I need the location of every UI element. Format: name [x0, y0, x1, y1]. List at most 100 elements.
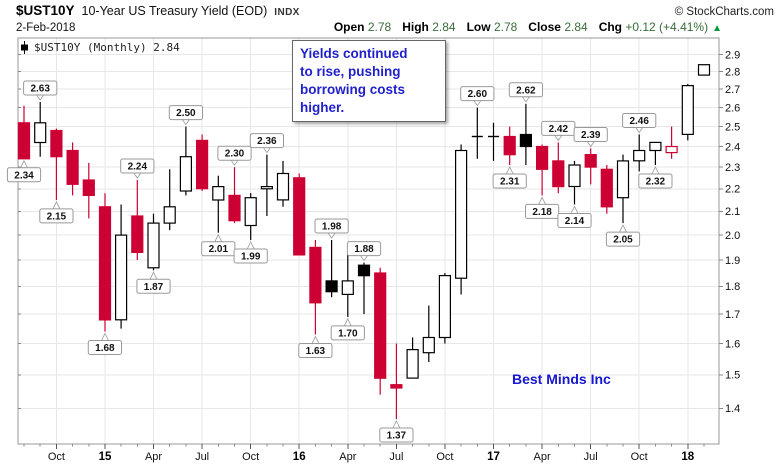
callout-2.36: 2.36: [249, 133, 285, 154]
symbol: $UST10Y: [16, 3, 75, 18]
candle-Nov-2015: [260, 154, 273, 216]
svg-text:2.50: 2.50: [176, 108, 196, 119]
svg-text:2.63: 2.63: [30, 84, 50, 95]
y-tick-label: 2.6: [725, 102, 740, 114]
callout-2.31: 2.31: [492, 166, 527, 189]
watermark: Best Minds Inc: [512, 371, 611, 387]
candle-Dec-2014: [82, 162, 95, 219]
callout-2.60: 2.60: [460, 86, 495, 107]
callout-2.18: 2.18: [525, 196, 560, 219]
candle-Feb-2017: [503, 126, 516, 165]
svg-text:2.14: 2.14: [565, 216, 585, 227]
callout-2.32: 2.32: [638, 166, 673, 189]
y-axis: 2.9 2.8 2.7 2.6 2.5 2.4 2.3 2.2 2.1 2.0 1.9 1.8 1.7 1…: [18, 49, 740, 415]
annotation-line: Yields continued: [300, 46, 408, 61]
candle-Aug-2015: [212, 175, 225, 233]
close-label: Close: [528, 20, 561, 34]
candle-Feb-2015: [114, 204, 128, 329]
candle-Oct-2015: [244, 193, 257, 240]
y-tick-label: 1.4: [725, 403, 740, 415]
plot-frame: [17, 37, 720, 445]
candle-Oct-2017: [633, 134, 646, 172]
callout-2.05: 2.05: [605, 224, 641, 247]
svg-text:2.34: 2.34: [14, 170, 34, 181]
candle-Nov-2014: [66, 142, 79, 196]
candle-Jan-2016: [293, 173, 306, 256]
candle-May-2015: [163, 169, 176, 231]
candles: [17, 64, 711, 419]
candle-Jul-2017: [584, 148, 597, 185]
candle-Apr-2016: [341, 249, 354, 317]
y-tick-label: 2.2: [725, 184, 740, 196]
svg-text:2.05: 2.05: [613, 235, 633, 246]
candle-Sep-2016: [422, 305, 435, 363]
svg-text:2.42: 2.42: [549, 124, 569, 135]
date-label: 2-Feb-2018: [16, 22, 76, 34]
candle-Sep-2015: [228, 167, 241, 224]
callout-2.50: 2.50: [168, 105, 204, 126]
callout-1.98: 1.98: [314, 218, 349, 239]
candle-Feb-2018: [697, 64, 711, 76]
callout-2.63: 2.63: [23, 80, 58, 101]
x-tick-label: 16: [293, 451, 306, 463]
x-axis: Oct 15 Apr Jul Oct 16 Apr Jul Oct 17 Apr Jul Oct 18: [23, 444, 705, 463]
x-tick-label: Jul: [389, 451, 403, 463]
svg-text:2.15: 2.15: [47, 211, 67, 222]
low-label: Low: [466, 20, 491, 34]
exchange-label: INDX: [274, 7, 300, 18]
x-tick-label: Jul: [195, 451, 209, 463]
callout-2.42: 2.42: [541, 120, 576, 142]
svg-text:2.24: 2.24: [128, 162, 148, 173]
candle-Sep-2014: [34, 102, 47, 157]
x-tick-label: 17: [487, 451, 500, 463]
y-tick-label: 1.6: [725, 338, 740, 350]
svg-text:1.99: 1.99: [241, 252, 261, 263]
candle-Jan-2015: [98, 193, 112, 332]
annotation-line: higher.: [300, 100, 345, 115]
candle-Dec-2016: [471, 107, 483, 159]
callout-1.70: 1.70: [330, 318, 365, 341]
x-tick-label: Oct: [48, 451, 65, 463]
candle-Sep-2017: [616, 154, 630, 224]
callout-2.62: 2.62: [508, 82, 543, 103]
svg-text:2.36: 2.36: [257, 136, 277, 147]
y-tick-label: 1.5: [725, 370, 740, 382]
annotation-callout: Yields continued to rise, pushing borrow…: [292, 40, 446, 122]
candle-Feb-2016: [309, 240, 322, 335]
x-tick-label: 18: [681, 451, 694, 463]
callout-1.87: 1.87: [136, 271, 171, 294]
svg-text:2.30: 2.30: [225, 149, 245, 160]
x-tick-label: Apr: [339, 451, 356, 463]
x-tick-label: 15: [99, 451, 112, 463]
y-tick-label: 2.9: [725, 49, 740, 61]
candle-Dec-2015: [276, 160, 290, 207]
svg-text:1.70: 1.70: [338, 328, 358, 339]
callout-2.24: 2.24: [120, 158, 155, 179]
y-tick-label: 2.8: [725, 66, 740, 78]
x-tick-label: Oct: [631, 451, 648, 463]
svg-text:2.01: 2.01: [209, 244, 229, 255]
candlestick-icon: [21, 41, 28, 54]
x-tick-label: Apr: [145, 451, 162, 463]
y-tick-label: 2.7: [725, 84, 740, 96]
callout-1.99: 1.99: [233, 241, 268, 264]
candle-Jun-2015: [179, 126, 192, 196]
y-tick-label: 1.7: [725, 309, 740, 321]
svg-text:2.62: 2.62: [516, 85, 536, 96]
y-tick-label: 2.1: [725, 206, 740, 218]
svg-text:1.98: 1.98: [322, 222, 342, 233]
callout-2.39: 2.39: [573, 127, 608, 148]
candle-Jul-2016: [390, 343, 403, 419]
callout-1.68: 1.68: [87, 332, 123, 355]
legend-text: $UST10Y (Monthly) 2.84: [34, 41, 180, 54]
callout-2.14: 2.14: [557, 205, 592, 228]
svg-text:1.68: 1.68: [95, 343, 115, 354]
high-label: High: [402, 20, 429, 34]
candle-Mar-2016: [325, 240, 338, 298]
y-tick-label: 2.4: [725, 141, 740, 153]
candle-Nov-2017: [649, 141, 662, 165]
open-label: Open: [333, 20, 365, 34]
candle-Apr-2015: [147, 213, 160, 271]
annotation-line: borrowing costs: [300, 82, 406, 97]
quote-bar: Open 2.78 High 2.84 Low 2.78 Close 2.84 …: [323, 20, 762, 34]
